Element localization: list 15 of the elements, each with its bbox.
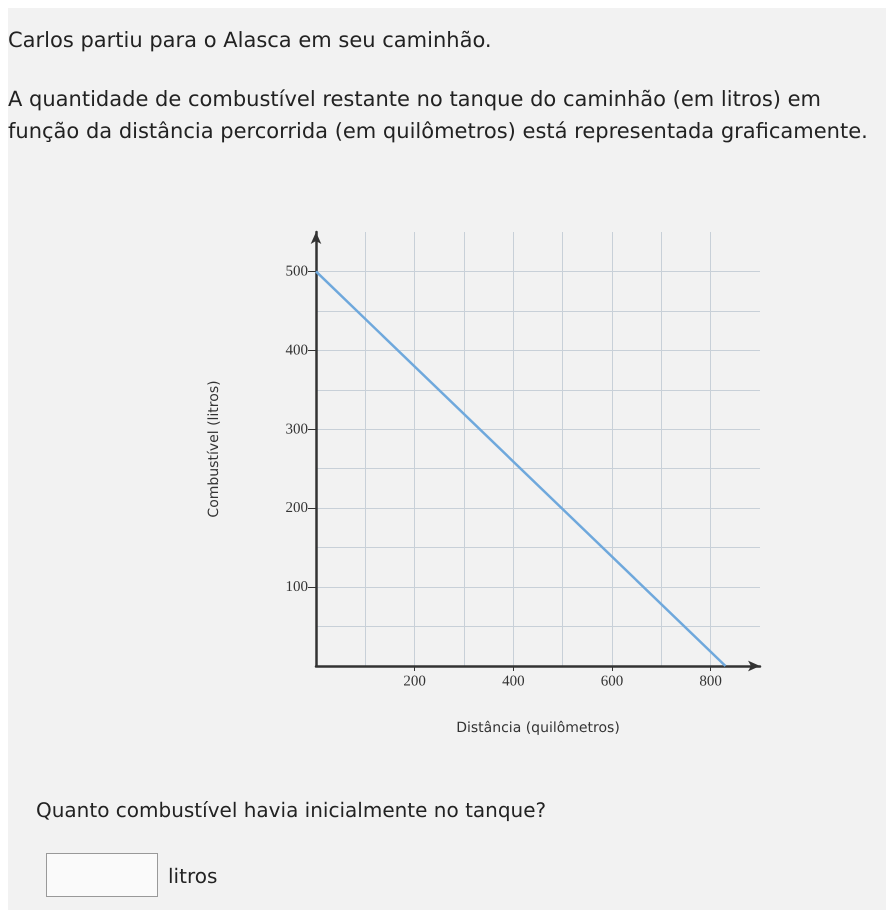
x-tick-label: 200 bbox=[403, 674, 426, 690]
y-tick-label: 200 bbox=[286, 500, 308, 516]
text: litros bbox=[168, 864, 218, 888]
chart-subtitle: A quantidade de combustível restante no tanque do caminhão (em litros) em função da distância percorrida (em quilômetros) está representada graficamente. bbox=[8, 86, 869, 145]
y-tick-label: 400 bbox=[286, 342, 308, 358]
chart-title: Carlos partiu para o Alasca em seu caminhão. bbox=[8, 28, 493, 52]
text: Quanto combustível havia inicialmente no tanque? bbox=[36, 798, 546, 822]
x-tick-label: 600 bbox=[600, 674, 624, 690]
y-tick-label: 100 bbox=[286, 579, 308, 596]
y-axis-title: Combustível (litros) bbox=[206, 380, 222, 518]
x-tick-label: 800 bbox=[699, 674, 722, 690]
y-tick-label: 300 bbox=[286, 421, 308, 438]
y-tick-label: 500 bbox=[286, 263, 308, 280]
x-axis-title: Distância (quilômetros) bbox=[456, 720, 620, 736]
x-tick-label: 400 bbox=[502, 674, 525, 690]
